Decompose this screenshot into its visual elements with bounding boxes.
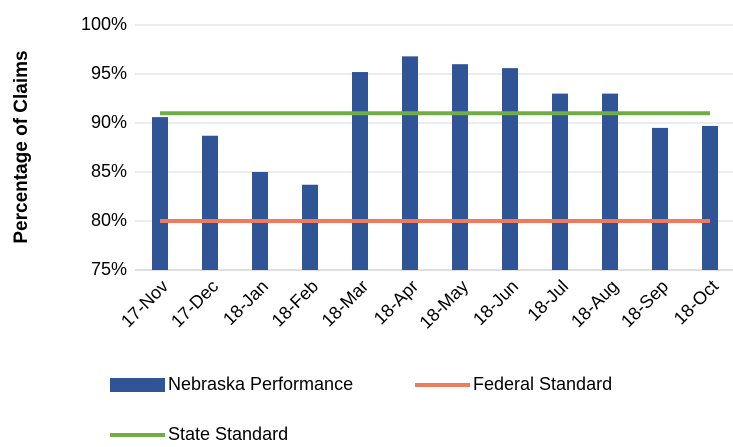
y-tick-label: 80% <box>91 210 127 230</box>
x-tick-label: 18-Jun <box>469 276 522 329</box>
x-tick-label: 17-Nov <box>117 276 172 331</box>
bar <box>352 72 368 270</box>
legend-label: Federal Standard <box>473 374 612 394</box>
bar <box>402 56 418 270</box>
x-tick-label: 17-Dec <box>167 276 222 331</box>
x-tick-label: 18-Apr <box>370 276 422 328</box>
x-tick-label: 18-Sep <box>617 276 672 331</box>
x-tick-label: 18-Oct <box>670 276 722 328</box>
legend-label: State Standard <box>168 424 288 444</box>
bar <box>552 93 568 270</box>
y-tick-label: 95% <box>91 63 127 83</box>
x-tick-label: 18-Jan <box>219 276 272 329</box>
y-tick-label: 90% <box>91 112 127 132</box>
bar <box>302 184 318 270</box>
bar <box>652 127 668 271</box>
bar <box>702 125 718 270</box>
x-tick-label: 18-May <box>416 276 473 333</box>
bar <box>602 93 618 270</box>
x-tick-label: 18-Aug <box>567 276 622 331</box>
bar <box>202 135 218 270</box>
y-tick-label: 100% <box>81 14 127 34</box>
bar <box>502 68 518 271</box>
bar <box>152 117 168 271</box>
y-tick-label: 75% <box>91 259 127 279</box>
x-tick-label: 18-Mar <box>318 276 372 330</box>
legend-swatch <box>110 378 165 392</box>
x-tick-label: 18-Jul <box>523 276 572 325</box>
y-tick-label: 85% <box>91 161 127 181</box>
legend-label: Nebraska Performance <box>168 374 353 394</box>
bar <box>452 64 468 270</box>
x-tick-label: 18-Feb <box>268 276 322 330</box>
y-axis-title: Percentage of Claims <box>11 50 32 243</box>
